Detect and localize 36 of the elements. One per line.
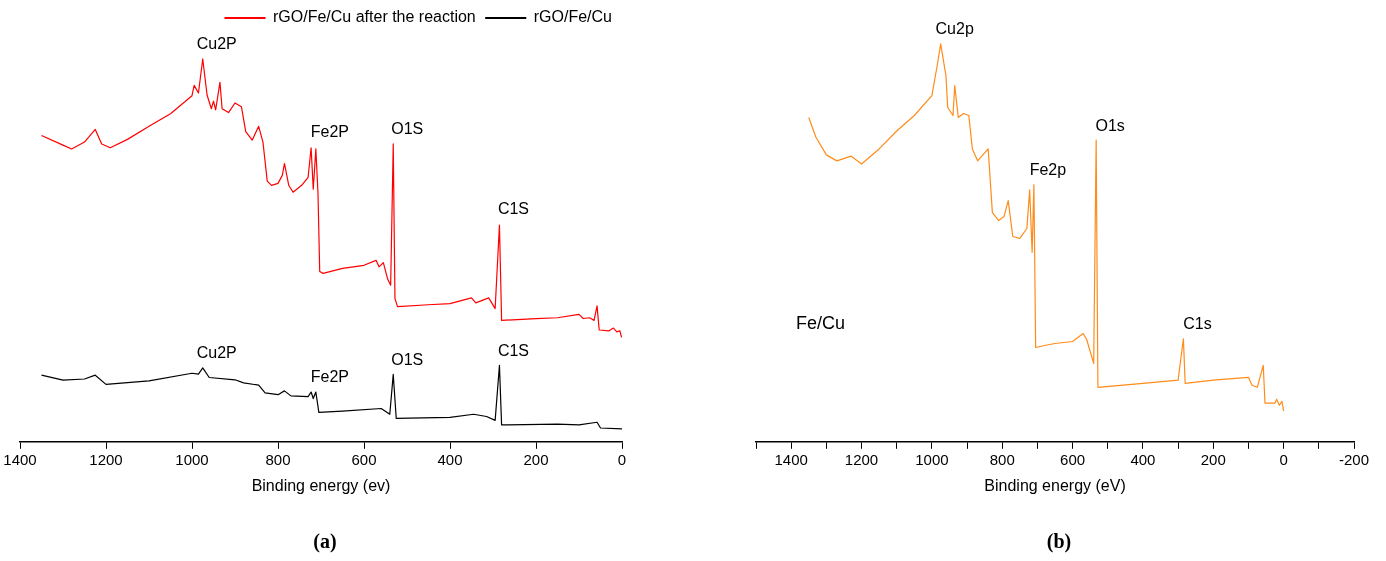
text: (b) (1045, 530, 1073, 553)
x-tick-label: -200 (1338, 450, 1370, 468)
x-tick-label: 200 (523, 450, 549, 468)
annotation: C1s (1183, 315, 1212, 333)
x-axis-title: Binding energy (ev) (251, 476, 391, 494)
x-tick-label: 800 (989, 450, 1015, 468)
annotation: Cu2P (196, 35, 237, 53)
text: (a) (312, 530, 338, 553)
annotation: C1S (497, 341, 530, 359)
x-tick-label: 1200 (844, 450, 879, 468)
legend-label: rGO/Fe/Cu after the reaction (273, 8, 476, 26)
x-tick-label: 400 (437, 450, 463, 468)
annotation: Fe2p (1029, 161, 1067, 179)
x-tick-label: 1200 (89, 450, 123, 468)
annotation: O1S (391, 350, 424, 368)
annotation: C1S (497, 199, 530, 217)
x-tick-label: 200 (1200, 450, 1226, 468)
x-tick-label: 1000 (915, 450, 949, 468)
annotation: Fe/Cu (796, 312, 846, 333)
annotation: O1S (391, 119, 424, 137)
x-axis-title: Binding energy (eV) (984, 476, 1126, 494)
x-tick-label: 1000 (175, 450, 209, 468)
x-tick-label: 600 (351, 450, 377, 468)
x-tick-label: 400 (1130, 450, 1156, 468)
annotation: Cu2p (935, 20, 974, 38)
x-tick-label: 600 (1060, 450, 1086, 468)
x-tick-label: 1400 (3, 450, 37, 468)
x-tick-label: 0 (617, 450, 627, 468)
annotation: Fe2P (310, 368, 349, 386)
legend-label: rGO/Fe/Cu (533, 8, 612, 26)
annotation: Cu2P (196, 344, 237, 362)
x-tick-label: 800 (265, 450, 291, 468)
annotation: Fe2P (310, 123, 349, 141)
annotation: O1s (1095, 116, 1125, 134)
x-tick-label: 1400 (774, 450, 808, 468)
x-tick-label: 0 (1279, 450, 1288, 468)
